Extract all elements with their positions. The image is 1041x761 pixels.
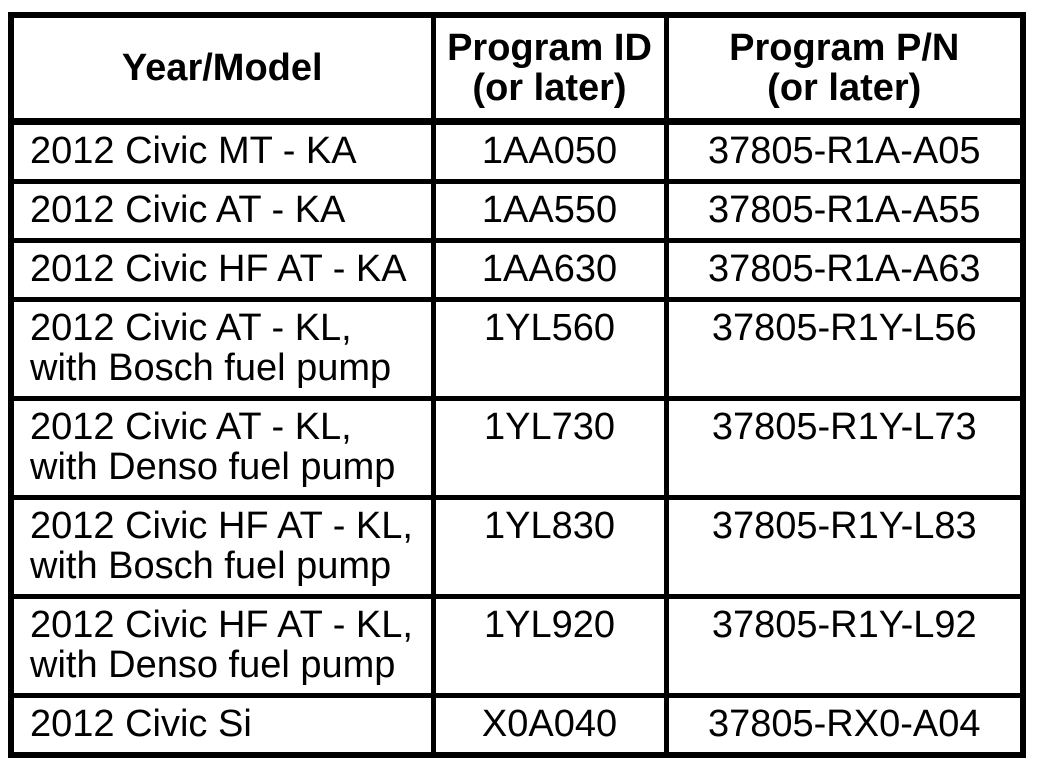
program-pn-cell: 37805-R1Y-L56 [663,297,1026,401]
program-pn-cell: 37805-R1Y-L83 [663,495,1026,599]
program-id-cell: 1YL830 [430,495,669,599]
header-program-pn-line2: (or later) [767,67,922,109]
program-pn-cell: 37805-R1Y-L92 [663,594,1026,698]
year-model-cell: 2012 Civic HF AT - KA [8,238,436,302]
header-program-id-line1: Program ID [447,27,652,69]
program-id-cell: 1YL560 [430,297,669,401]
table-row: 2012 Civic AT - KA 1AA550 37805-R1A-A55 [8,179,1026,243]
year-model-text: 2012 Civic AT - KA [30,189,346,231]
header-row: Year/Model Program ID (or later) Program… [8,12,1026,125]
year-model-cell: 2012 Civic MT - KA [8,119,436,184]
program-id-cell: 1AA050 [430,119,669,184]
program-pn-cell: 37805-R1A-A55 [663,179,1026,243]
table-row: 2012 Civic AT - KL, with Bosch fuel pump… [8,297,1026,401]
program-pn-cell: 37805-R1Y-L73 [663,396,1026,500]
year-model-cell: 2012 Civic AT - KL, with Denso fuel pump [8,396,436,500]
program-id-cell: 1AA630 [430,238,669,302]
year-model-note: with Denso fuel pump [30,644,396,686]
year-model-text: 2012 Civic AT - KL, [30,307,352,349]
program-id-cell: 1YL920 [430,594,669,698]
year-model-text: 2012 Civic MT - KA [30,130,357,172]
year-model-cell: 2012 Civic AT - KL, with Bosch fuel pump [8,297,436,401]
year-model-text: 2012 Civic AT - KL, [30,406,352,448]
table-row: 2012 Civic MT - KA 1AA050 37805-R1A-A05 [8,119,1026,184]
table-row: 2012 Civic AT - KL, with Denso fuel pump… [8,396,1026,500]
table-row: 2012 Civic HF AT - KA 1AA630 37805-R1A-A… [8,238,1026,302]
program-pn-cell: 37805-R1A-A63 [663,238,1026,302]
header-year-model-line1: Year/Model [121,47,323,89]
year-model-text: 2012 Civic HF AT - KL, [30,505,413,547]
program-id-cell: X0A040 [430,693,669,758]
header-year-model: Year/Model [8,12,436,125]
year-model-cell: 2012 Civic HF AT - KL, with Bosch fuel p… [8,495,436,599]
header-program-pn-line1: Program P/N [729,27,960,69]
year-model-cell: 2012 Civic AT - KA [8,179,436,243]
table-row: 2012 Civic HF AT - KL, with Denso fuel p… [8,594,1026,698]
program-id-cell: 1YL730 [430,396,669,500]
program-pn-cell: 37805-R1A-A05 [663,119,1026,184]
year-model-note: with Bosch fuel pump [30,545,392,587]
program-id-cell: 1AA550 [430,179,669,243]
year-model-cell: 2012 Civic Si [8,693,436,758]
header-program-pn: Program P/N (or later) [663,12,1026,125]
year-model-text: 2012 Civic HF AT - KL, [30,604,413,646]
table-row: 2012 Civic HF AT - KL, with Bosch fuel p… [8,495,1026,599]
year-model-text: 2012 Civic Si [30,703,252,745]
header-program-id-line2: (or later) [472,67,627,109]
year-model-cell: 2012 Civic HF AT - KL, with Denso fuel p… [8,594,436,698]
program-pn-cell: 37805-RX0-A04 [663,693,1026,758]
table-row: 2012 Civic Si X0A040 37805-RX0-A04 [8,693,1026,758]
year-model-note: with Denso fuel pump [30,446,396,488]
year-model-text: 2012 Civic HF AT - KA [30,248,407,290]
program-update-table: Year/Model Program ID (or later) Program… [8,12,1026,758]
header-program-id: Program ID (or later) [430,12,669,125]
year-model-note: with Bosch fuel pump [30,347,392,389]
